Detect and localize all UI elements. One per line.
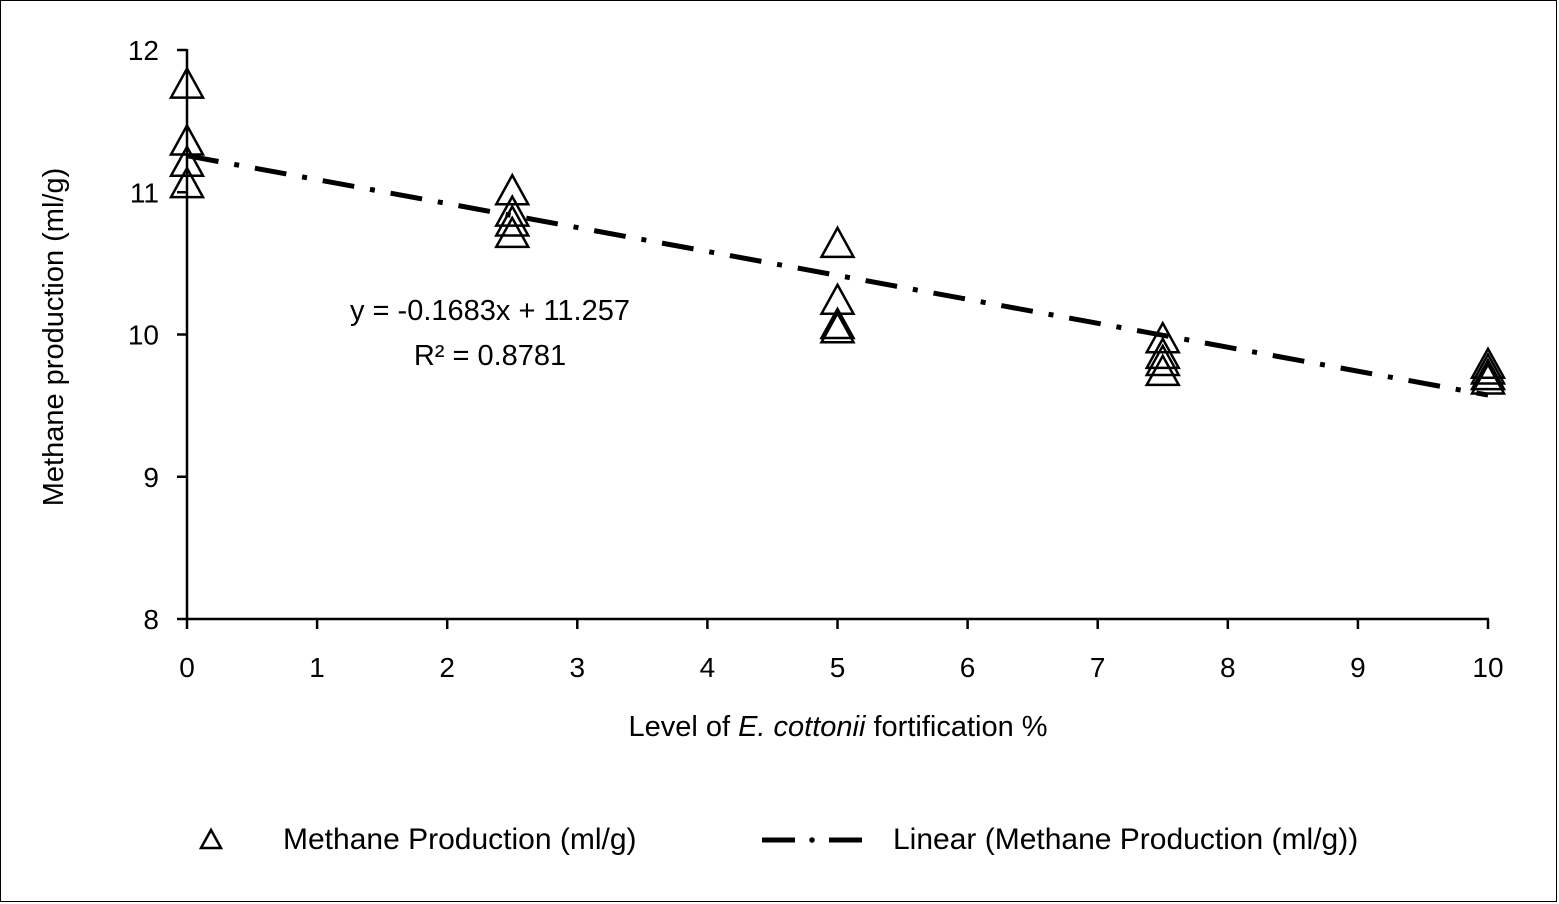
data-point-triangle [494,172,531,206]
axes [185,49,1489,621]
data-point-triangle [819,306,856,340]
data-point-triangle [494,215,531,249]
data-points [168,65,1507,395]
x-axis-title-prefix: Level of [628,711,738,743]
data-point-triangle [819,225,856,259]
data-point-triangle [168,65,206,99]
data-point-triangle [1144,336,1181,370]
data-point-triangle [1469,361,1507,395]
legend-marker-triangle-icon [198,827,224,850]
y-tick-label: 10 [128,320,159,351]
legend-label-methane-production: Methane Production (ml/g) [283,823,637,856]
y-tick-label: 11 [130,177,159,208]
legend: Methane Production (ml/g) Linear (Methan… [198,823,1358,856]
x-axis-title: Level of E. cottonii fortification % [628,711,1047,743]
legend-label-linear-trend: Linear (Methane Production (ml/g)) [893,823,1358,856]
trendline-r-squared: R² = 0.8781 [414,340,566,372]
data-point-triangle [1469,346,1507,380]
x-axis-title-suffix: fortification % [865,711,1047,743]
legend-trendline-dot [809,837,815,843]
data-point-triangle [168,144,206,178]
data-point-triangle [1144,343,1181,377]
data-point-triangle [819,310,856,344]
data-point-triangle [1469,351,1507,385]
x-tick-label: 5 [830,652,846,683]
x-tick-label: 0 [179,652,195,683]
x-tick-label: 10 [1472,652,1503,683]
x-tick-label: 4 [700,652,716,683]
data-point-triangle [168,122,206,156]
x-tick-label: 1 [309,652,325,683]
linear-trendline [186,153,1489,398]
x-tick-label: 6 [960,652,976,683]
y-axis-title: Methane production (ml/g) [38,168,70,507]
x-tick-label: 8 [1220,652,1236,683]
x-tick-label: 2 [439,652,455,683]
data-point-triangle [168,165,206,199]
data-point-triangle [494,193,531,227]
data-point-triangle [1469,357,1507,391]
y-tick-label: 9 [143,462,159,493]
trendline-equation: y = -0.1683x + 11.257 [350,295,630,327]
trendline-layer [186,153,1489,398]
x-tick-label: 9 [1350,652,1366,683]
x-tick-label: 7 [1090,652,1106,683]
y-tick-label: 8 [143,604,159,635]
data-point-triangle [494,203,531,237]
x-axis-title-species: E. cottonii [738,711,867,743]
data-point-triangle [1144,353,1181,387]
data-point-triangle [1144,320,1181,354]
x-tick-label: 3 [570,652,586,683]
y-tick-label: 12 [128,35,159,66]
